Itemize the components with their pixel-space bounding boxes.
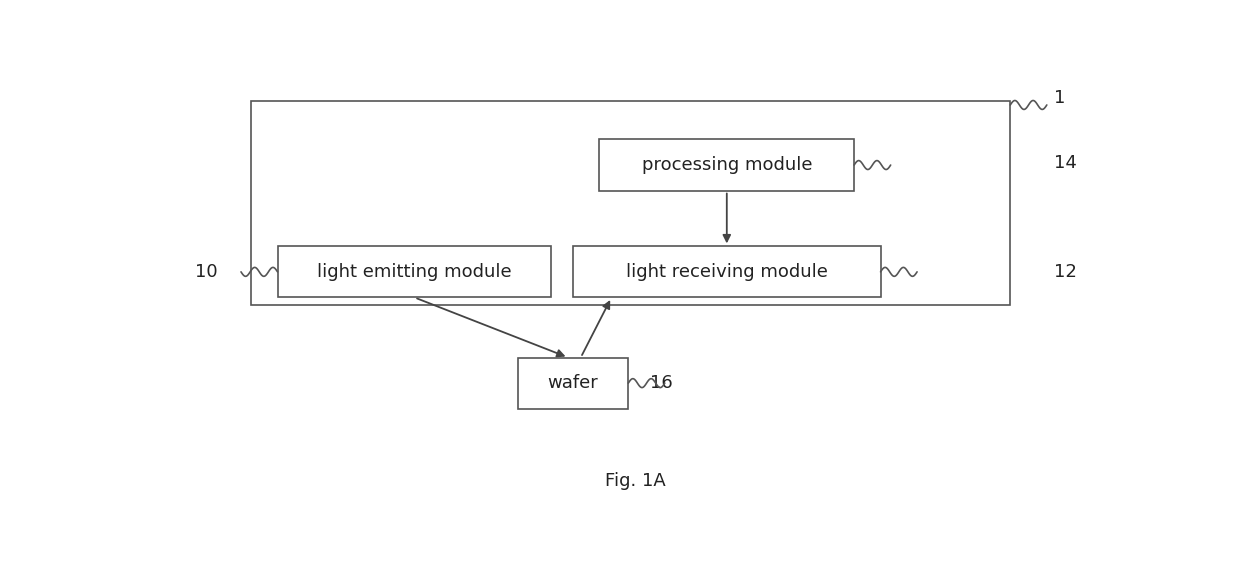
Bar	[250, 101, 1011, 305]
Text: 1: 1	[1054, 89, 1065, 108]
Text: light emitting module: light emitting module	[317, 263, 512, 281]
Bar	[573, 246, 880, 298]
Text: 16: 16	[650, 374, 672, 392]
Text: light receiving module: light receiving module	[626, 263, 828, 281]
Text: 10: 10	[195, 263, 217, 281]
Bar	[599, 139, 854, 191]
Text: wafer: wafer	[548, 374, 599, 392]
Text: Fig. 1A: Fig. 1A	[605, 472, 666, 490]
Bar	[278, 246, 552, 298]
Bar	[518, 358, 629, 409]
Text: 12: 12	[1054, 263, 1076, 281]
Text: processing module: processing module	[641, 156, 812, 174]
Text: 14: 14	[1054, 154, 1076, 172]
